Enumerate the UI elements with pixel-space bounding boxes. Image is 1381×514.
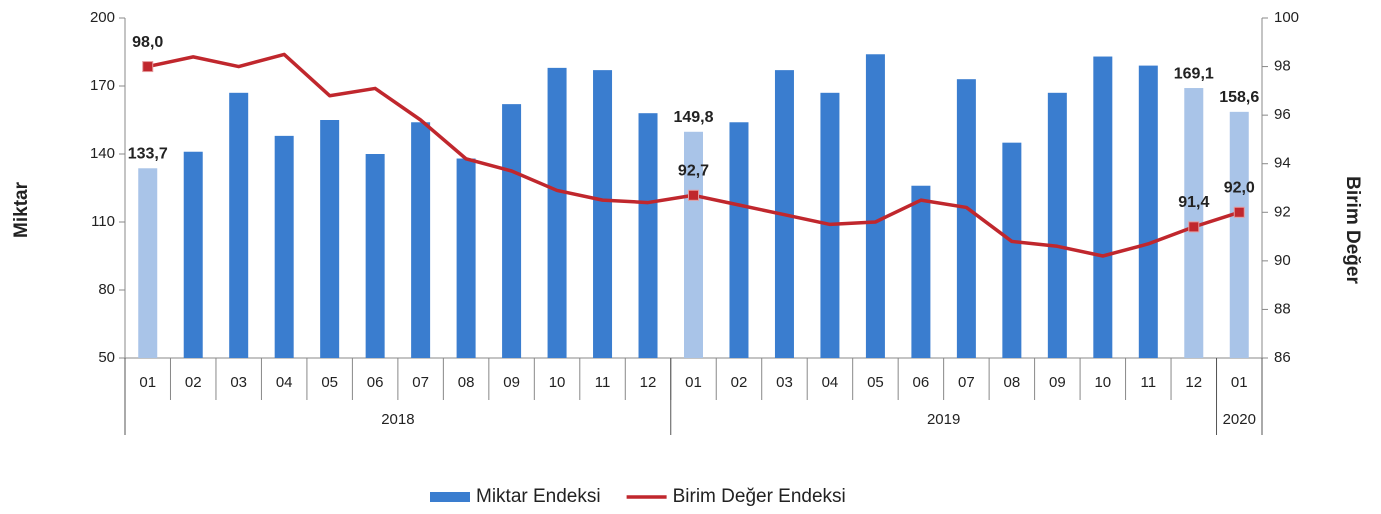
bar	[183, 151, 203, 358]
line-value-label: 91,4	[1178, 194, 1209, 211]
bar-value-label: 149,8	[673, 109, 713, 126]
x-tick-label: 12	[1185, 374, 1202, 391]
bar	[1229, 111, 1249, 358]
line-marker	[688, 189, 699, 201]
y-tick-label: 80	[98, 281, 115, 298]
bar	[547, 67, 567, 358]
x-tick-label: 02	[185, 374, 202, 391]
legend-label: Birim Değer Endeksi	[673, 486, 846, 507]
y-tick-label: 50	[98, 349, 115, 366]
x-tick-label: 07	[412, 374, 429, 391]
bar-value-label: 169,1	[1174, 65, 1214, 82]
y2-axis-title: Birim Değer	[1342, 176, 1363, 284]
bar	[274, 135, 294, 358]
x-tick-label: 11	[595, 374, 611, 391]
y2-tick-label: 92	[1274, 203, 1291, 220]
bar	[456, 158, 476, 358]
line-value-label: 92,0	[1224, 180, 1255, 197]
bar	[593, 70, 613, 358]
y-tick-label: 200	[90, 9, 115, 26]
y2-tick-label: 94	[1274, 155, 1291, 172]
bar	[1138, 65, 1158, 358]
bar-value-label: 133,7	[128, 145, 168, 162]
x-tick-label: 02	[731, 374, 748, 391]
y2-tick-label: 100	[1274, 9, 1299, 26]
y2-tick-label: 86	[1274, 349, 1291, 366]
line-marker	[1233, 206, 1245, 218]
x-tick-label: 07	[958, 374, 975, 391]
group-label: 2020	[1223, 411, 1256, 428]
x-tick-label: 05	[867, 374, 884, 391]
y-tick-label: 140	[90, 145, 115, 162]
line-value-label: 92,7	[678, 163, 709, 180]
x-tick-label: 03	[776, 374, 793, 391]
line-value-label: 98,0	[132, 34, 163, 51]
y-tick-label: 110	[91, 213, 115, 230]
line-marker	[142, 61, 154, 73]
bar	[502, 104, 522, 358]
y2-tick-label: 96	[1274, 106, 1291, 123]
bar	[411, 122, 431, 359]
bar	[138, 168, 158, 358]
bar	[1047, 92, 1067, 359]
x-tick-label: 01	[1231, 374, 1248, 391]
group-label: 2019	[927, 411, 960, 428]
bar	[911, 185, 931, 358]
bar	[956, 79, 976, 358]
x-tick-label: 10	[1094, 374, 1111, 391]
line-marker	[1188, 221, 1200, 233]
x-tick-label: 11	[1141, 374, 1157, 391]
y-axis-title: Miktar	[11, 181, 32, 238]
bar-value-label: 158,6	[1219, 89, 1259, 106]
x-tick-label: 08	[458, 374, 475, 391]
x-tick-label: 10	[549, 374, 566, 391]
x-tick-label: 06	[367, 374, 384, 391]
x-tick-label: 06	[913, 374, 930, 391]
x-tick-label: 12	[640, 374, 657, 391]
x-tick-label: 04	[276, 374, 293, 391]
bar	[684, 131, 703, 358]
bar	[365, 154, 385, 358]
x-tick-label: 09	[503, 374, 520, 391]
bar	[1002, 142, 1022, 358]
legend-swatch	[430, 492, 470, 502]
x-tick-label: 01	[685, 374, 702, 391]
x-tick-label: 09	[1049, 374, 1066, 391]
x-tick-label: 05	[321, 374, 338, 391]
y2-tick-label: 88	[1274, 300, 1291, 317]
group-label: 2018	[381, 411, 414, 428]
y2-tick-label: 98	[1274, 58, 1291, 75]
x-tick-label: 03	[230, 374, 247, 391]
bar	[729, 122, 749, 359]
bar	[320, 120, 340, 358]
bar	[1093, 56, 1113, 359]
x-tick-label: 04	[822, 374, 839, 391]
y-tick-label: 170	[90, 77, 115, 94]
y2-tick-label: 90	[1274, 252, 1291, 269]
legend-label: Miktar Endeksi	[476, 486, 601, 507]
x-tick-label: 01	[139, 374, 156, 391]
bar	[638, 113, 658, 358]
bar	[229, 92, 249, 359]
x-tick-label: 08	[1004, 374, 1021, 391]
bar	[865, 54, 885, 359]
